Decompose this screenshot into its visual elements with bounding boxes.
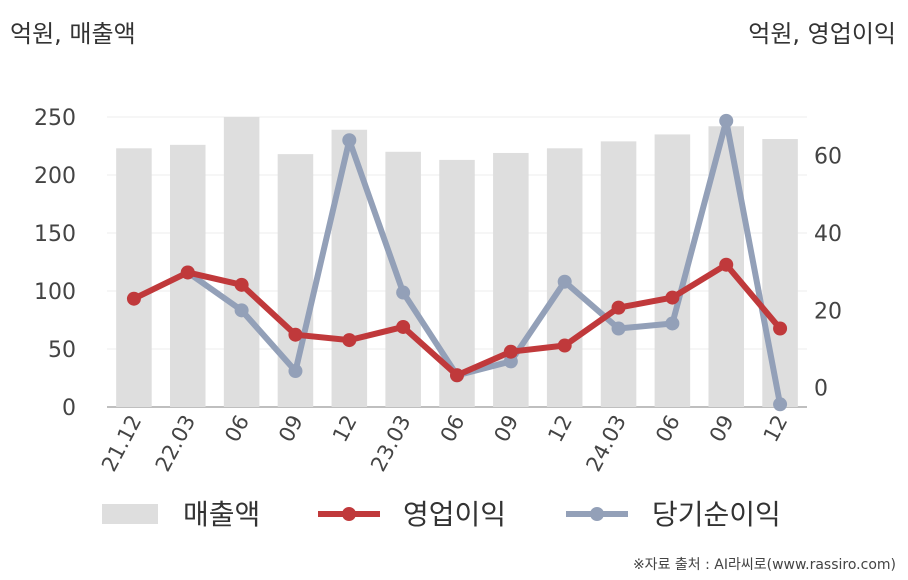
right-tick-label: 40 (814, 222, 842, 247)
point-operating-profit-5 (396, 319, 411, 334)
bar-revenue-0 (116, 148, 152, 407)
x-tick-label: 06 (220, 411, 254, 446)
left-tick-label: 0 (62, 396, 76, 421)
point-operating-profit-2 (234, 277, 249, 292)
point-operating-profit-1 (180, 265, 195, 280)
bar-series-revenue (116, 117, 798, 408)
point-operating-profit-6 (450, 368, 464, 383)
point-operating-profit-11 (719, 257, 734, 272)
point-operating-profit-10 (665, 290, 680, 305)
point-net-income-12 (773, 397, 788, 412)
point-net-income-8 (557, 274, 572, 289)
x-tick-label: 09 (274, 411, 308, 446)
left-axis-unit-label: 억원, 매출액 (10, 20, 136, 48)
point-net-income-9 (611, 321, 626, 336)
legend: 매출액 영업이익 당기순이익 (102, 498, 781, 531)
legend-label-revenue: 매출액 (183, 498, 260, 531)
right-tick-label: 20 (814, 299, 842, 324)
x-tick-label: 09 (490, 411, 524, 446)
x-tick-label: 06 (436, 411, 470, 446)
point-operating-profit-8 (557, 338, 572, 353)
point-operating-profit-12 (773, 321, 788, 336)
bar-revenue-9 (600, 141, 637, 408)
point-operating-profit-9 (611, 300, 626, 315)
point-operating-profit-3 (288, 327, 303, 342)
right-tick-label: 60 (814, 145, 842, 170)
legend-label-operating-profit: 영업이익 (403, 498, 506, 531)
x-tick-label: 24.03 (582, 411, 631, 475)
legend-label-net-income: 당기순이익 (652, 498, 781, 531)
bar-revenue-5 (385, 151, 421, 407)
bar-revenue-7 (493, 152, 529, 407)
point-net-income-4 (342, 133, 357, 148)
right-axis-unit-label: 억원, 영업이익 (748, 20, 896, 48)
x-axis-ticks: 21.12 22.03 06 09 12 23.03 06 09 12 24.03 06 09 12 (97, 411, 793, 475)
bar-revenue-2 (223, 117, 260, 407)
point-net-income-11 (719, 113, 734, 128)
legend-marker-operating-profit (342, 507, 356, 521)
left-tick-label: 250 (34, 106, 76, 131)
bar-revenue-12 (762, 139, 798, 408)
point-operating-profit-7 (503, 344, 518, 359)
right-axis-ticks: 0 20 40 60 (814, 145, 842, 402)
left-axis-ticks: 0 50 100 150 200 250 (34, 106, 76, 421)
x-tick-label: 06 (651, 411, 685, 446)
left-tick-label: 200 (34, 164, 76, 189)
right-tick-label: 0 (814, 377, 828, 402)
left-tick-label: 100 (34, 280, 76, 305)
legend-swatch-revenue (102, 504, 158, 524)
x-tick-label: 21.12 (97, 411, 146, 475)
x-tick-label: 09 (705, 411, 739, 446)
point-operating-profit-0 (126, 291, 141, 306)
point-operating-profit-4 (342, 333, 357, 348)
legend-marker-net-income (590, 507, 604, 521)
left-tick-label: 150 (34, 222, 76, 247)
point-net-income-10 (665, 316, 680, 331)
source-note: ※자료 출처 : AI라씨로(www.rassiro.com) (632, 557, 896, 573)
x-tick-label: 12 (543, 411, 577, 446)
point-net-income-3 (288, 364, 303, 379)
line-series (126, 113, 788, 412)
x-tick-label: 22.03 (151, 411, 200, 475)
point-net-income-2 (234, 303, 249, 318)
x-tick-label: 12 (759, 411, 793, 446)
x-tick-label: 12 (328, 411, 362, 446)
point-net-income-5 (396, 285, 411, 300)
point-net-income-7 (503, 354, 518, 369)
left-tick-label: 50 (48, 338, 76, 363)
x-tick-label: 23.03 (366, 411, 415, 475)
